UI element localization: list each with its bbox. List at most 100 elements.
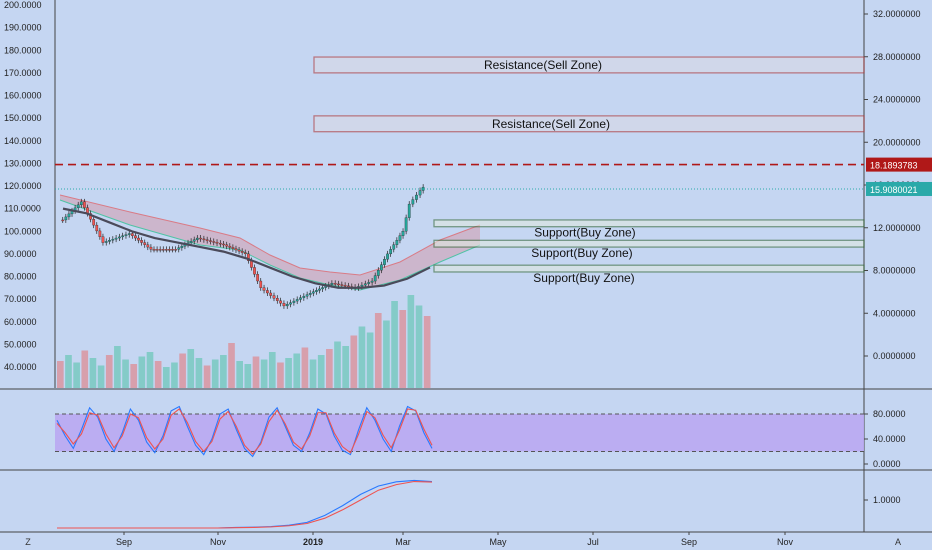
candle-body [212, 241, 216, 243]
candle-body [199, 237, 202, 240]
left-axis-tick-label: 190.0000 [4, 23, 42, 33]
candle-body [282, 303, 286, 307]
candle-body [67, 213, 71, 218]
candle-body [234, 248, 238, 251]
left-axis-tick-label: 60.0000 [4, 317, 37, 327]
x-axis-tick-label: Jul [587, 537, 599, 547]
left-axis-tick-label: 50.0000 [4, 339, 37, 349]
volume-bar [358, 326, 366, 388]
left-axis-tick-label: 90.0000 [4, 249, 37, 259]
volume-bar [301, 347, 309, 388]
candle-body [83, 201, 86, 208]
candle-body [302, 296, 306, 298]
volume-bar [285, 358, 292, 388]
candle-body [240, 251, 244, 253]
candle-body [118, 236, 121, 239]
volume-bar [57, 361, 64, 388]
candle-body [228, 245, 232, 248]
volume-bar [391, 301, 398, 388]
candle-body [231, 247, 235, 249]
volume-bar [211, 359, 219, 388]
candle-body [61, 219, 65, 222]
volume-bar [122, 359, 129, 388]
x-axis-tick-label: May [489, 537, 507, 547]
candle-body [404, 217, 408, 232]
left-axis-tick-label: 150.0000 [4, 113, 42, 123]
candle-body [124, 234, 128, 236]
stochastic-axis-tick-label: 40.0000 [873, 434, 906, 444]
x-axis-tick-label: 2019 [303, 537, 323, 547]
volume-bar [415, 305, 423, 388]
volume-bar [81, 350, 89, 388]
candle-body [243, 252, 247, 255]
candle-body [64, 216, 68, 221]
candle-body [262, 287, 266, 291]
candle-body [222, 243, 225, 246]
candle-body [305, 294, 309, 297]
candle-body [104, 241, 108, 243]
volume-bar [399, 310, 407, 388]
stochastic-line [56, 408, 433, 455]
x-axis-tick-label: Sep [681, 537, 697, 547]
candle-body [259, 280, 263, 288]
candle-body [137, 237, 140, 241]
lower-axis-tick-label: 1.0000 [873, 495, 901, 505]
left-axis-tick-label: 180.0000 [4, 45, 42, 55]
volume-bar [187, 349, 195, 388]
volume-bar [374, 313, 382, 388]
candle-body [130, 233, 134, 236]
volume-bar [97, 365, 105, 388]
support-zone [433, 219, 865, 228]
left-axis-tick-label: 120.0000 [4, 181, 42, 191]
candle-body [209, 240, 212, 242]
candle-body [189, 241, 193, 244]
stochastic-pane [55, 405, 864, 458]
volume-bar [268, 352, 276, 388]
right-axis-tick-label: 12.0000000 [873, 223, 921, 233]
left-axis-tick-label: 130.0000 [4, 158, 42, 168]
volume-bar [383, 320, 390, 388]
support-zone-label: Support(Buy Zone) [534, 226, 635, 240]
volume-bar [260, 359, 268, 388]
resistance-zone-label: Resistance(Sell Zone) [484, 58, 602, 72]
footer-bar: Z A [25, 537, 901, 547]
volume-bar [179, 353, 186, 388]
volume-bar [154, 361, 162, 388]
volume-bar [130, 364, 138, 388]
volume-bar [407, 295, 415, 388]
volume-bar [89, 358, 97, 388]
candle-body [143, 242, 147, 245]
z-button[interactable]: Z [25, 537, 31, 547]
reference-label: 18.1893783 [870, 161, 918, 171]
candle-body [373, 275, 377, 282]
candle-body [195, 237, 199, 240]
volume-bar [138, 356, 146, 388]
candle-body [299, 297, 302, 300]
a-button[interactable]: A [895, 537, 901, 547]
candle-body [134, 235, 137, 239]
candle-body [398, 235, 402, 241]
resistance-zone [313, 115, 865, 133]
candle-body [418, 190, 422, 196]
candle-body [140, 240, 143, 243]
candle-body [146, 244, 150, 248]
candle-body [218, 242, 222, 245]
candle-body [275, 298, 279, 301]
reference-label: 15.9080021 [870, 185, 918, 195]
candle-body [311, 291, 315, 294]
candle-body [256, 274, 259, 282]
left-axis-tick-label: 160.0000 [4, 91, 42, 101]
candle-body [292, 300, 296, 303]
stochastic-axis-tick-label: 0.0000 [873, 459, 901, 469]
right-axis-tick-label: 4.0000000 [873, 308, 916, 318]
candle-body [330, 283, 334, 285]
candle-body [272, 295, 276, 299]
candle-body [111, 239, 115, 241]
candle-body [121, 235, 125, 238]
volume-bar [244, 364, 252, 388]
lower-indicator-line [57, 480, 433, 529]
support-zone-label: Support(Buy Zone) [533, 271, 634, 285]
stochastic-axis-tick-label: 80.0000 [873, 409, 906, 419]
candle-body [202, 238, 206, 241]
volume-bar [317, 355, 325, 388]
